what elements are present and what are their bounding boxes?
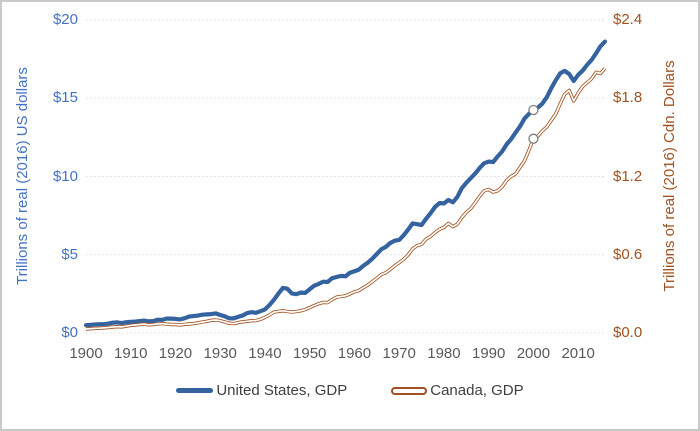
us-line-swatch bbox=[176, 388, 214, 393]
x-axis-tick-label: 2000 bbox=[516, 345, 551, 362]
x-axis-tick-label: 2010 bbox=[561, 345, 595, 362]
left-axis-tick-label: $15 bbox=[52, 89, 78, 107]
highlight-marker-2000 bbox=[528, 104, 539, 116]
canada-gdp-line bbox=[85, 67, 607, 331]
canada-line-swatch bbox=[391, 386, 428, 395]
left-axis-tick-label: $0 bbox=[61, 324, 78, 341]
x-axis-tick-label: 1980 bbox=[427, 345, 461, 362]
right-axis-title: Trillions of real (2016) Cdn. Dollars bbox=[661, 60, 678, 292]
canada-gdp-line-core bbox=[85, 67, 606, 330]
legend-label-us: United States, GDP bbox=[216, 382, 348, 399]
x-axis-tick-label: 1950 bbox=[293, 345, 327, 362]
legend: United States, GDP Canada, GDP bbox=[0, 382, 700, 399]
legend-item-united-states: United States, GDP bbox=[176, 382, 347, 399]
right-axis-tick-label: $2.4 bbox=[613, 11, 643, 28]
right-axis-tick-label: $0.0 bbox=[613, 324, 643, 341]
x-axis-tick-label: 1920 bbox=[158, 345, 193, 362]
x-axis-tick-label: 1930 bbox=[203, 345, 237, 362]
x-axis-tick-label: 1900 bbox=[69, 345, 103, 362]
x-axis-tick-label: 1910 bbox=[114, 345, 148, 362]
right-axis-tick-label: $1.8 bbox=[613, 89, 643, 107]
left-axis-tick-label: $5 bbox=[61, 245, 78, 263]
x-axis-tick-label: 1970 bbox=[382, 345, 416, 362]
right-axis-tick-label: $1.2 bbox=[613, 167, 643, 185]
x-axis-tick-label: 1960 bbox=[337, 345, 372, 362]
left-axis-tick-label: $10 bbox=[52, 167, 78, 185]
us-gdp-line bbox=[83, 39, 608, 328]
right-axis-tick-label: $0.6 bbox=[613, 245, 643, 263]
x-axis-tick-label: 1940 bbox=[248, 345, 282, 362]
legend-item-canada: Canada, GDP bbox=[391, 382, 524, 399]
left-axis-tick-label: $20 bbox=[52, 11, 78, 28]
legend-label-canada: Canada, GDP bbox=[430, 382, 524, 399]
highlight-marker-2000 bbox=[528, 133, 539, 144]
x-axis-tick-label: 1990 bbox=[471, 345, 506, 362]
